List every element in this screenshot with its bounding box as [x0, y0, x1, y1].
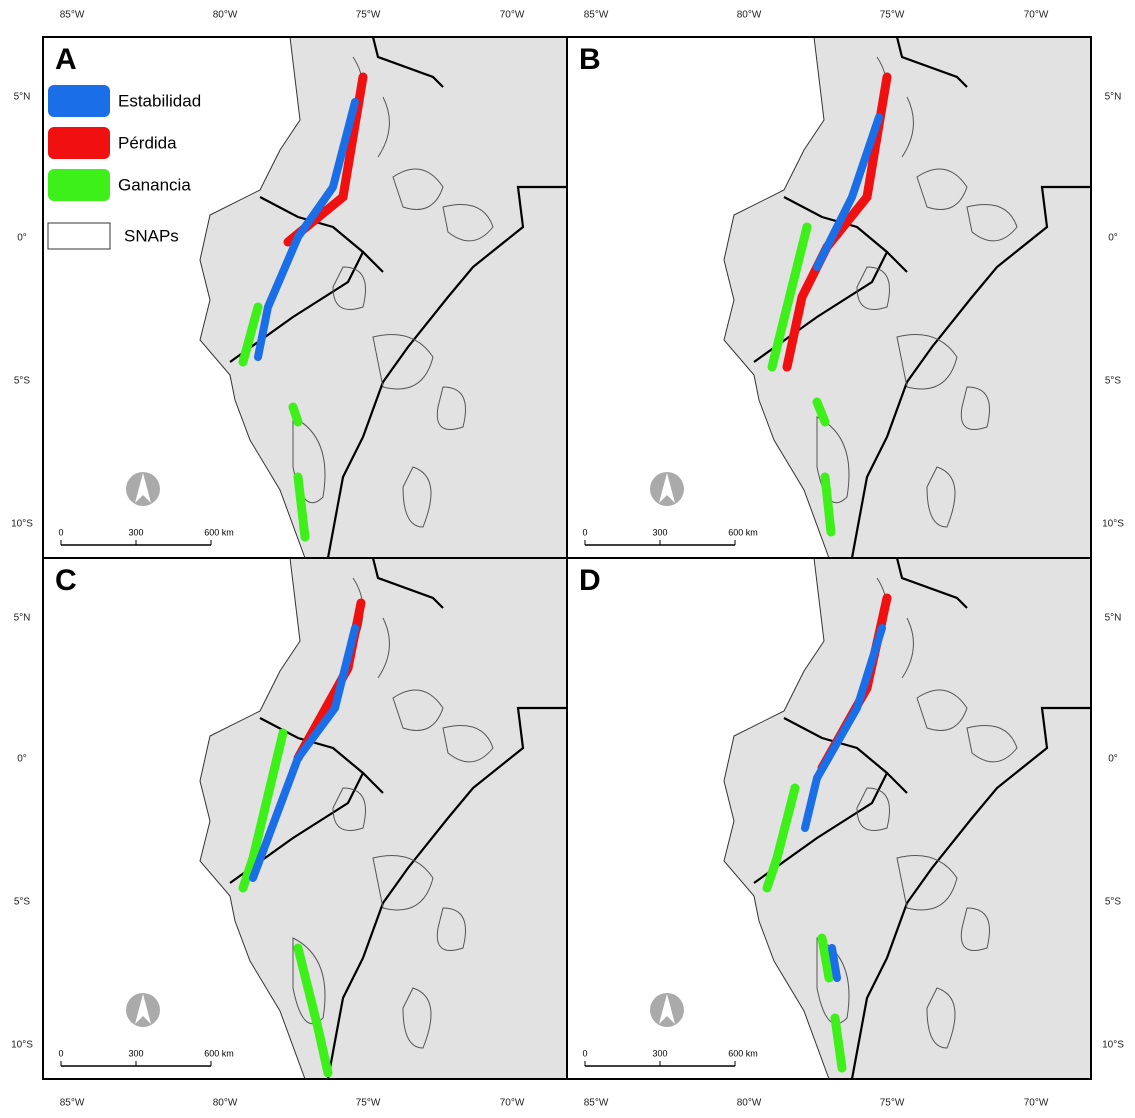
latitude-label: 0° — [17, 233, 27, 244]
legend-label: SNAPs — [124, 226, 179, 245]
scale-label: 0 — [582, 527, 587, 537]
panel-label: B — [579, 43, 601, 76]
scale-label: 600 km — [728, 1048, 758, 1058]
scale-label: 0 — [582, 1048, 587, 1058]
latitude-label: 0° — [1108, 754, 1118, 765]
legend-swatch — [48, 169, 110, 201]
scale-label: 300 — [128, 1048, 143, 1058]
longitude-label: 80°W — [213, 10, 238, 21]
basemap — [43, 37, 567, 558]
longitude-label: 85°W — [584, 1098, 609, 1109]
basemap — [567, 558, 1091, 1079]
scale-label: 300 — [128, 527, 143, 537]
scale-label: 0 — [58, 527, 63, 537]
longitude-label: 70°W — [500, 10, 525, 21]
scale-label: 0 — [58, 1048, 63, 1058]
map-panel: B 0 300 600 km — [567, 37, 1091, 558]
longitude-label: 70°W — [500, 1098, 525, 1109]
longitude-label: 80°W — [737, 10, 762, 21]
longitude-label: 70°W — [1024, 1098, 1049, 1109]
legend-swatch — [48, 223, 110, 249]
longitude-label: 75°W — [880, 1098, 905, 1109]
scale-label: 600 km — [204, 1048, 234, 1058]
longitude-label: 85°W — [60, 10, 85, 21]
longitude-label: 85°W — [60, 1098, 85, 1109]
latitude-label: 10°S — [11, 1040, 33, 1051]
map-panel: A 0 300 600 km — [43, 37, 567, 558]
scale-label: 600 km — [728, 527, 758, 537]
longitude-label: 80°W — [737, 1098, 762, 1109]
map-panel: C 0 300 600 km — [43, 558, 567, 1079]
latitude-label: 5°N — [1105, 92, 1122, 103]
latitude-label: 5°S — [1105, 897, 1122, 908]
latitude-label: 5°N — [14, 613, 31, 624]
latitude-label: 10°S — [11, 519, 33, 530]
latitude-label: 5°N — [14, 92, 31, 103]
latitude-label: 10°S — [1102, 519, 1124, 530]
longitude-label: 80°W — [213, 1098, 238, 1109]
panel-label: D — [579, 564, 601, 597]
latitude-label: 5°S — [14, 897, 31, 908]
legend-label: Ganancia — [118, 175, 191, 194]
longitude-label: 75°W — [356, 1098, 381, 1109]
latitude-label: 5°N — [1105, 613, 1122, 624]
basemap — [43, 558, 567, 1079]
legend-label: Estabilidad — [118, 91, 201, 110]
longitude-label: 75°W — [880, 10, 905, 21]
longitude-label: 85°W — [584, 10, 609, 21]
latitude-label: 5°S — [14, 376, 31, 387]
panel-label: A — [55, 43, 77, 76]
latitude-label: 10°S — [1102, 1040, 1124, 1051]
latitude-label: 0° — [1108, 233, 1118, 244]
scale-label: 300 — [652, 527, 667, 537]
legend-swatch — [48, 85, 110, 117]
legend-label: Pérdida — [118, 133, 177, 152]
figure: A 0 300 600 km B 0 300 600 km C 0 300 600 km D 0 300 60… — [0, 0, 1135, 1113]
latitude-label: 5°S — [1105, 376, 1122, 387]
longitude-label: 70°W — [1024, 10, 1049, 21]
scale-label: 300 — [652, 1048, 667, 1058]
legend-swatch — [48, 127, 110, 159]
latitude-label: 0° — [17, 754, 27, 765]
panel-label: C — [55, 564, 77, 597]
longitude-label: 75°W — [356, 10, 381, 21]
scale-label: 600 km — [204, 527, 234, 537]
map-panel: D 0 300 600 km — [567, 558, 1091, 1079]
